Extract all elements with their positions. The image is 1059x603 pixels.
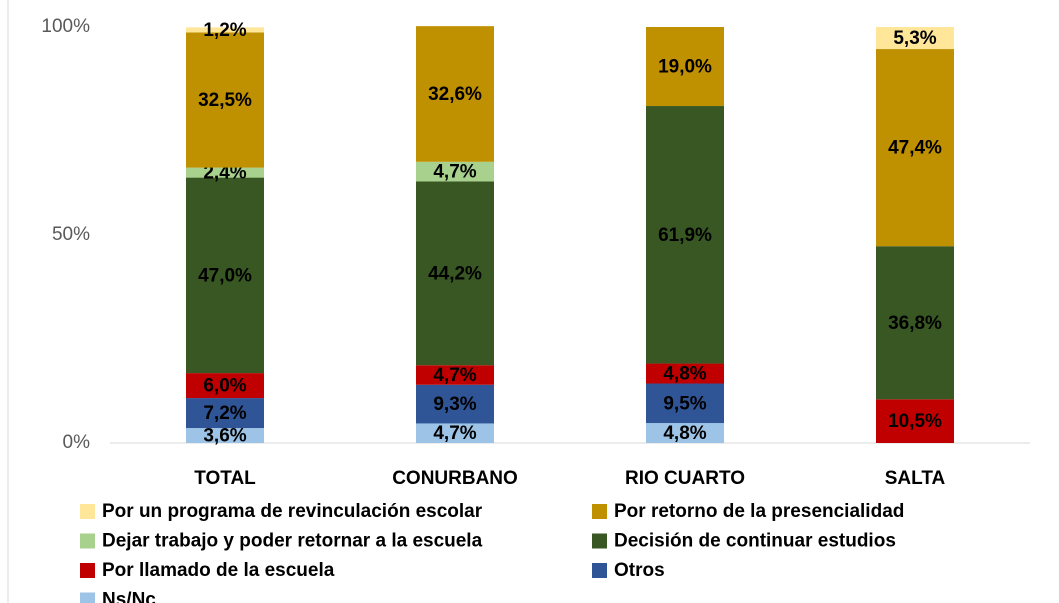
legend-label: Otros	[614, 560, 665, 581]
data-label: 4,7%	[433, 365, 476, 386]
legend-swatch	[592, 504, 607, 519]
data-label: 44,2%	[428, 263, 482, 284]
data-label: 32,6%	[428, 84, 482, 105]
legend-swatch	[592, 563, 607, 578]
data-label: 61,9%	[658, 225, 712, 246]
bar-segment	[876, 399, 954, 443]
bar-segment	[646, 363, 724, 384]
legend-label: Ns/Nc	[102, 590, 156, 603]
bar-segment	[186, 167, 264, 178]
bar-segment	[876, 246, 954, 400]
legend-swatch	[80, 533, 95, 549]
legend-swatch	[80, 592, 95, 603]
bar-segment	[416, 181, 494, 366]
data-label: 10,5%	[888, 411, 942, 432]
bar-segment	[416, 365, 494, 385]
data-label: 4,7%	[433, 423, 476, 444]
bar-segment	[416, 384, 494, 424]
legend-swatch	[80, 504, 95, 519]
bar-segment	[876, 49, 954, 247]
data-label: 6,0%	[203, 376, 246, 397]
bar-segment	[416, 161, 494, 182]
data-label: 7,2%	[203, 403, 246, 424]
bar-segment	[416, 26, 494, 162]
legend-swatch	[592, 533, 607, 549]
data-label: 1,2%	[203, 20, 246, 41]
data-label: 9,5%	[663, 393, 706, 414]
bar-segment	[646, 383, 724, 424]
bar-segment	[876, 27, 954, 50]
bar-segment	[186, 32, 264, 168]
data-label: 5,3%	[893, 28, 936, 49]
legend-label: Por retorno de la presencialidad	[614, 501, 904, 522]
legend-label: Decisión de continuar estudios	[614, 531, 896, 552]
legend-swatch	[80, 563, 95, 578]
data-label: 32,5%	[198, 90, 252, 111]
data-label: 2,4%	[203, 163, 246, 184]
data-label: 4,8%	[663, 423, 706, 444]
legend-label: Dejar trabajo y poder retornar a la escu…	[102, 531, 483, 552]
x-tick-label: CONURBANO	[392, 468, 518, 489]
x-tick-label: RIO CUARTO	[625, 468, 745, 489]
y-tick-label: 100%	[41, 16, 90, 37]
legend-label: Por un programa de revinculación escolar	[102, 501, 483, 522]
data-label: 19,0%	[658, 57, 712, 78]
bar-segment	[646, 423, 724, 443]
y-tick-label: 50%	[52, 224, 90, 245]
data-label: 9,3%	[433, 394, 476, 415]
y-tick-label: 0%	[63, 432, 91, 453]
data-label: 4,8%	[663, 364, 706, 385]
bar-segment	[186, 27, 264, 33]
bar-segment	[646, 27, 724, 107]
data-label: 3,6%	[203, 426, 246, 447]
legend-label: Por llamado de la escuela	[102, 560, 335, 581]
bar-segment	[416, 423, 494, 443]
x-tick-label: SALTA	[885, 468, 946, 489]
data-label: 47,0%	[198, 265, 252, 286]
data-label: 47,4%	[888, 138, 942, 159]
bar-segment	[186, 373, 264, 399]
data-label: 36,8%	[888, 313, 942, 334]
bar-segment	[186, 398, 264, 429]
x-tick-label: TOTAL	[194, 468, 256, 489]
bar-segment	[186, 428, 264, 443]
bar-segment	[186, 177, 264, 374]
data-label: 4,7%	[433, 162, 476, 183]
bar-segment	[646, 106, 724, 364]
